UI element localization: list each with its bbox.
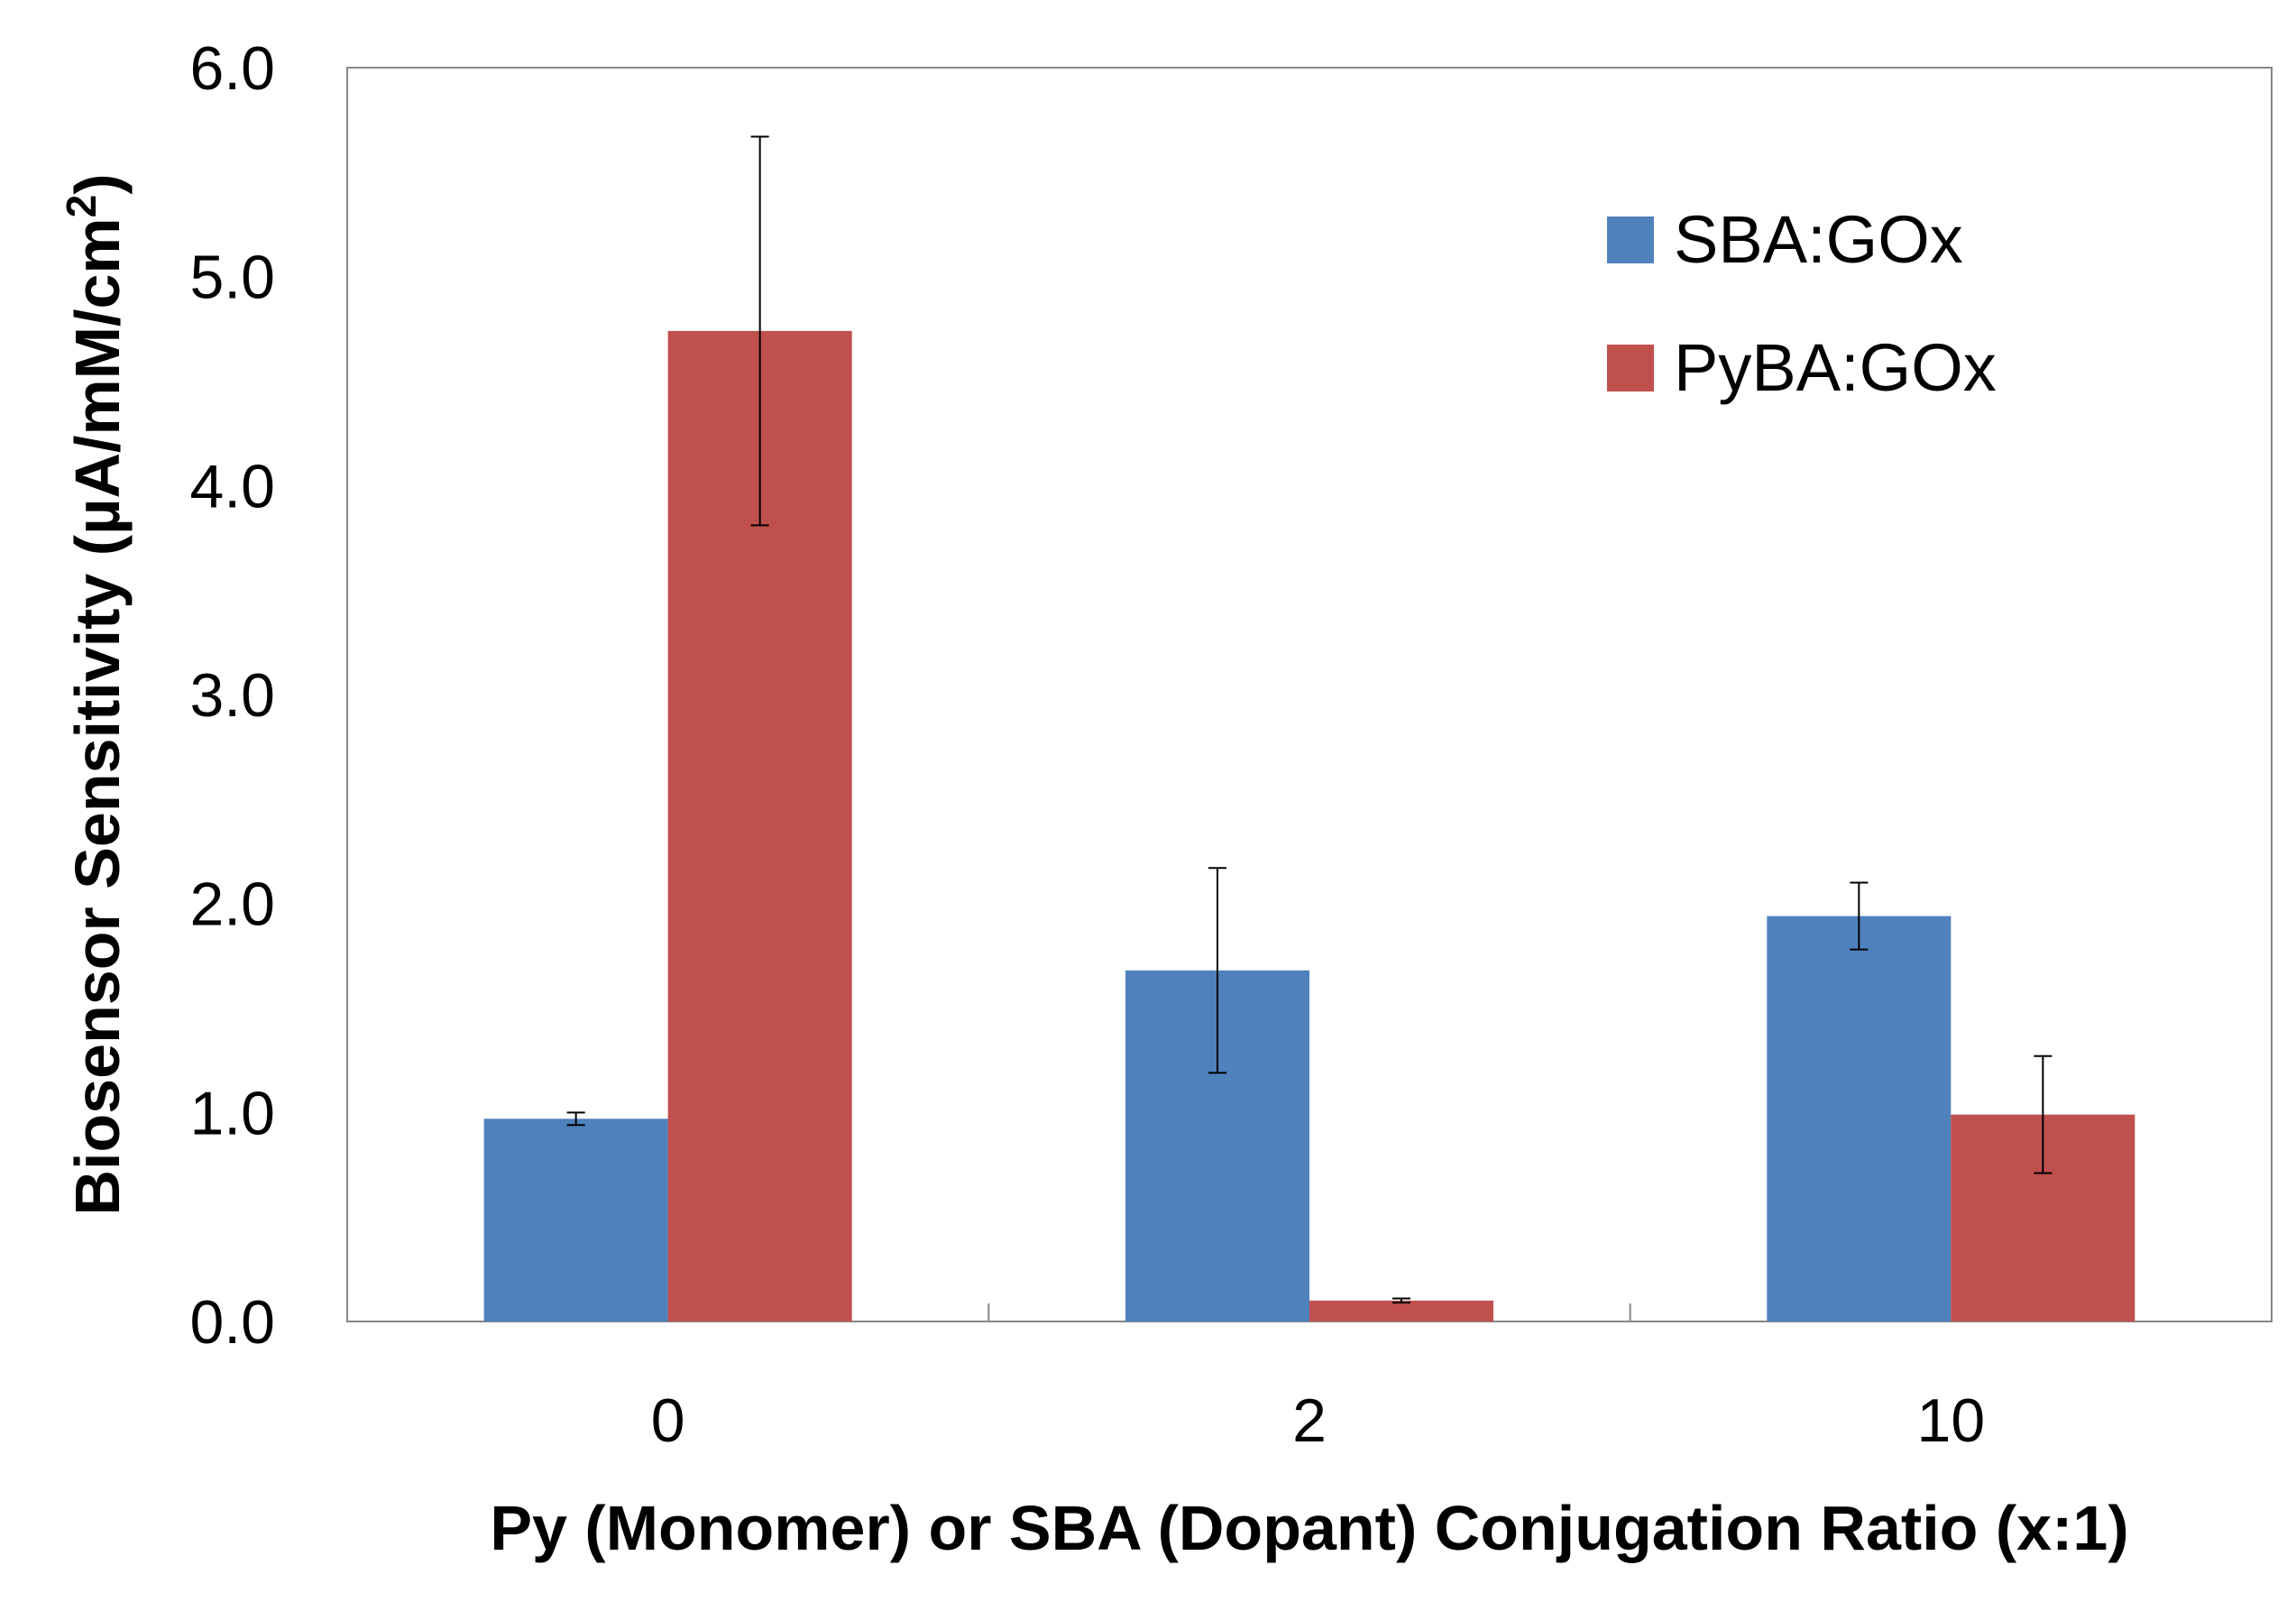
x-tick-label: 10 bbox=[1917, 1386, 1986, 1455]
error-bar-pyba-gox-2 bbox=[1392, 1297, 1410, 1304]
bar-sba-gox-0 bbox=[483, 1119, 668, 1321]
y-axis-title-close: ) bbox=[62, 173, 133, 194]
y-tick-label: 3.0 bbox=[189, 661, 275, 730]
y-axis-ticks: 0.0 1.0 2.0 3.0 4.0 5.0 6.0 bbox=[189, 34, 275, 1357]
y-tick-label: 4.0 bbox=[189, 452, 275, 520]
y-tick-label: 0.0 bbox=[189, 1288, 275, 1357]
bar-pyba-gox-2 bbox=[1309, 1300, 1493, 1321]
bar-sba-gox-10 bbox=[1767, 916, 1952, 1321]
y-tick-label: 2.0 bbox=[189, 870, 275, 939]
x-tick-label: 0 bbox=[651, 1386, 685, 1455]
error-bars-layer bbox=[566, 135, 2053, 1304]
x-tick-label: 2 bbox=[1292, 1386, 1327, 1455]
y-tick-label: 6.0 bbox=[189, 34, 275, 103]
legend-swatch-pyba-gox bbox=[1607, 345, 1654, 391]
y-axis-title-main: Biosensor Sensitivity (µA/mM/cm bbox=[62, 217, 133, 1215]
y-axis-title-superscript: 2 bbox=[58, 195, 105, 218]
legend: SBA:GOx PyBA:GOx bbox=[1607, 202, 1997, 405]
error-bar-sba-gox-0 bbox=[566, 1111, 585, 1127]
bars-layer bbox=[483, 330, 2135, 1321]
error-bar-pyba-gox-0 bbox=[750, 135, 769, 527]
legend-label-pyba-gox: PyBA:GOx bbox=[1674, 330, 1997, 405]
y-axis-title: Biosensor Sensitivity (µA/mM/cm2) bbox=[58, 173, 133, 1215]
error-bar-pyba-gox-10 bbox=[2034, 1054, 2053, 1174]
y-tick-label: 1.0 bbox=[189, 1079, 275, 1147]
legend-swatch-sba-gox bbox=[1607, 216, 1654, 263]
x-axis-ticks: 0 2 10 bbox=[651, 1303, 1985, 1455]
error-bar-sba-gox-2 bbox=[1208, 867, 1226, 1074]
legend-label-sba-gox: SBA:GOx bbox=[1674, 202, 1963, 277]
y-tick-label: 5.0 bbox=[189, 244, 275, 312]
x-axis-title: Py (Monomer) or SBA (Dopant) Conjugation… bbox=[490, 1493, 2128, 1563]
error-bar-sba-gox-10 bbox=[1850, 881, 1869, 951]
